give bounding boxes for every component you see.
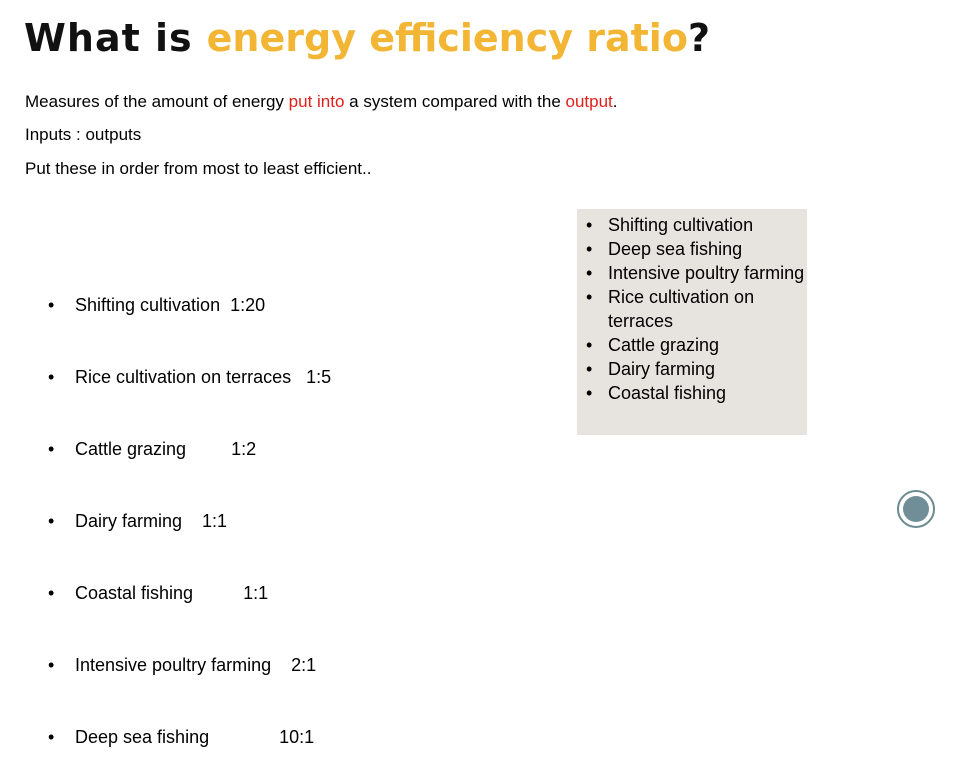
definition-suffix: .	[612, 92, 618, 111]
list-item: Intensive poultry farming	[583, 261, 807, 285]
list-item: Deep sea fishing 10:1	[48, 725, 331, 749]
definition-text: Measures of the amount of energy put int…	[25, 92, 618, 112]
list-item: Dairy farming	[583, 357, 807, 381]
circle-icon	[903, 496, 929, 522]
list-item: Rice cultivation on terraces	[583, 285, 807, 333]
ratio-list: Shifting cultivation 1:20 Rice cultivati…	[48, 245, 331, 773]
title-prefix: What is	[24, 16, 193, 60]
definition-highlight-input: put into	[288, 92, 345, 111]
page-title: What is energy efficiency ratio?	[24, 12, 710, 64]
list-item: Coastal fishing	[583, 381, 807, 405]
title-highlight: energy efficiency ratio	[206, 16, 688, 60]
slide-nav-button[interactable]	[897, 490, 935, 528]
list-item: Rice cultivation on terraces 1:5	[48, 365, 331, 389]
answer-box: Shifting cultivation Deep sea fishing In…	[577, 209, 807, 435]
list-item: Cattle grazing 1:2	[48, 437, 331, 461]
answer-list: Shifting cultivation Deep sea fishing In…	[577, 209, 807, 405]
list-item: Shifting cultivation	[583, 213, 807, 237]
list-item: Dairy farming 1:1	[48, 509, 331, 533]
definition-prefix: Measures of the amount of energy	[25, 92, 289, 111]
title-question-mark: ?	[687, 16, 710, 60]
list-item: Cattle grazing	[583, 333, 807, 357]
instruction-text: Put these in order from most to least ef…	[25, 159, 372, 178]
definition-middle: a system compared with the	[344, 92, 566, 111]
list-item: Shifting cultivation 1:20	[48, 293, 331, 317]
ratio-format-text: Inputs : outputs	[25, 125, 142, 144]
list-item: Deep sea fishing	[583, 237, 807, 261]
list-item: Coastal fishing 1:1	[48, 581, 331, 605]
definition-highlight-output: output	[565, 92, 613, 111]
list-item: Intensive poultry farming 2:1	[48, 653, 331, 677]
